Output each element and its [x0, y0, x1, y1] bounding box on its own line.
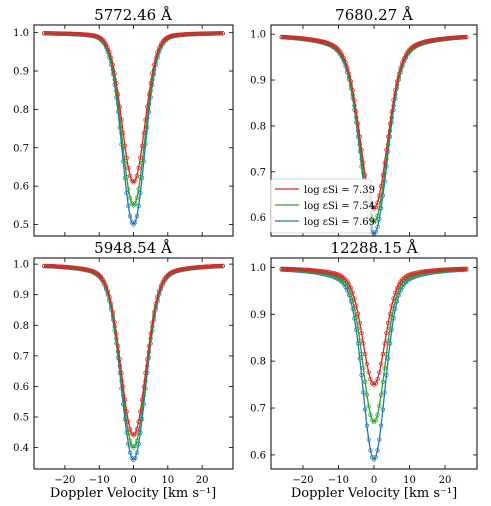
plot-area	[42, 263, 225, 462]
panel-12288: 12288.15 Å 0.6 0.7 0.8 0.9 1.0 −20 −10 0 10 20	[250, 239, 478, 486]
y-tick-label: 0.6	[250, 213, 266, 224]
x-tick-labels: −20 −10 0 10 20	[292, 475, 451, 486]
y-tick-labels: 0.5 0.6 0.7 0.8 0.9 1.0	[13, 28, 29, 231]
y-tick-label: 0.6	[13, 182, 29, 193]
panel-title: 5772.46 Å	[94, 6, 172, 24]
y-tick-label: 0.9	[250, 76, 266, 87]
x-tick-label: 0	[371, 475, 377, 486]
data-point	[103, 42, 109, 47]
axes-frame	[33, 257, 234, 470]
x-tick-label: −10	[89, 475, 110, 486]
data-point	[346, 282, 352, 287]
axes-frame	[33, 24, 234, 237]
y-tick-label: 0.9	[13, 67, 29, 78]
series-line	[281, 268, 467, 386]
plot-area	[42, 31, 225, 227]
ticks	[271, 258, 477, 469]
y-tick-label: 0.8	[13, 321, 29, 332]
data-point	[102, 279, 107, 285]
legend-label-7.69: log εSi = 7.69	[304, 217, 375, 228]
x-axis-label: Doppler Velocity [km s⁻¹]	[291, 486, 457, 501]
y-tick-label: 0.7	[13, 351, 29, 362]
series-line	[281, 268, 467, 424]
series-7.39	[279, 34, 469, 211]
y-tick-label: 1.0	[250, 263, 266, 274]
y-tick-label: 1.0	[13, 260, 29, 271]
y-tick-label: 0.5	[13, 413, 29, 424]
data-point	[373, 381, 378, 386]
axes-frame	[270, 24, 478, 237]
legend-label-7.54: log εSi = 7.54	[304, 201, 375, 212]
x-tick-label: −20	[292, 475, 313, 486]
y-tick-label: 0.5	[13, 220, 29, 231]
y-tick-label: 0.4	[13, 443, 29, 454]
axes-frame	[270, 257, 478, 470]
series-7.39	[279, 266, 469, 387]
y-tick-label: 0.9	[250, 310, 266, 321]
panel-5772: 5772.46 Å 0.5 0.6 0.7 0.8 0.9 1.0	[13, 6, 234, 237]
y-tick-labels: 0.6 0.7 0.8 0.9 1.0	[250, 30, 266, 224]
legend-box	[270, 178, 372, 234]
y-tick-label: 0.9	[13, 290, 29, 301]
panel-7680: 7680.27 Å 0.6 0.7 0.8 0.9 1.0	[250, 6, 478, 237]
y-tick-label: 0.8	[13, 105, 29, 116]
y-tick-label: 0.7	[250, 404, 266, 415]
y-tick-label: 0.8	[250, 357, 266, 368]
x-tick-label: −10	[328, 475, 349, 486]
series-line	[281, 36, 467, 210]
y-tick-label: 0.6	[250, 450, 266, 461]
ticks	[34, 258, 233, 469]
data-point	[373, 204, 378, 210]
legend-label-7.39: log εSi = 7.39	[304, 185, 375, 196]
plot-area	[279, 34, 469, 236]
data-point	[402, 55, 407, 61]
y-tick-label: 0.7	[250, 167, 266, 178]
y-tick-label: 0.7	[13, 143, 29, 154]
x-tick-label: 20	[196, 475, 209, 486]
y-tick-labels: 0.4 0.5 0.6 0.7 0.8 0.9 1.0	[13, 260, 29, 454]
series-line	[44, 32, 223, 184]
panel-5948: 5948.54 Å 0.4 0.5 0.6 0.7 0.8 0.9 1.0 −20 −10 0 1…	[13, 239, 234, 486]
data-point	[341, 55, 346, 61]
x-tick-label: 20	[439, 475, 452, 486]
x-tick-label: 10	[161, 475, 174, 486]
data-point	[339, 52, 345, 57]
legend: log εSi = 7.39 log εSi = 7.54 log εSi = …	[270, 178, 375, 234]
x-tick-label: 0	[130, 475, 136, 486]
panel-title: 7680.27 Å	[335, 6, 413, 24]
y-tick-label: 1.0	[250, 30, 266, 41]
x-axis-label: Doppler Velocity [km s⁻¹]	[50, 486, 216, 501]
y-tick-label: 0.6	[13, 382, 29, 393]
series-7.39	[42, 31, 225, 185]
y-tick-label: 1.0	[13, 28, 29, 39]
y-tick-labels: 0.6 0.7 0.8 0.9 1.0	[250, 263, 266, 462]
panel-title: 5948.54 Å	[94, 239, 172, 257]
x-tick-labels: −20 −10 0 10 20	[54, 475, 208, 486]
series-line	[44, 265, 223, 437]
plot-area	[279, 266, 469, 462]
panel-title: 12288.15 Å	[330, 239, 417, 257]
x-tick-label: 10	[403, 475, 416, 486]
series-7.39	[42, 263, 225, 438]
y-tick-label: 0.8	[250, 121, 266, 132]
x-tick-label: −20	[54, 475, 75, 486]
ticks	[34, 25, 233, 236]
